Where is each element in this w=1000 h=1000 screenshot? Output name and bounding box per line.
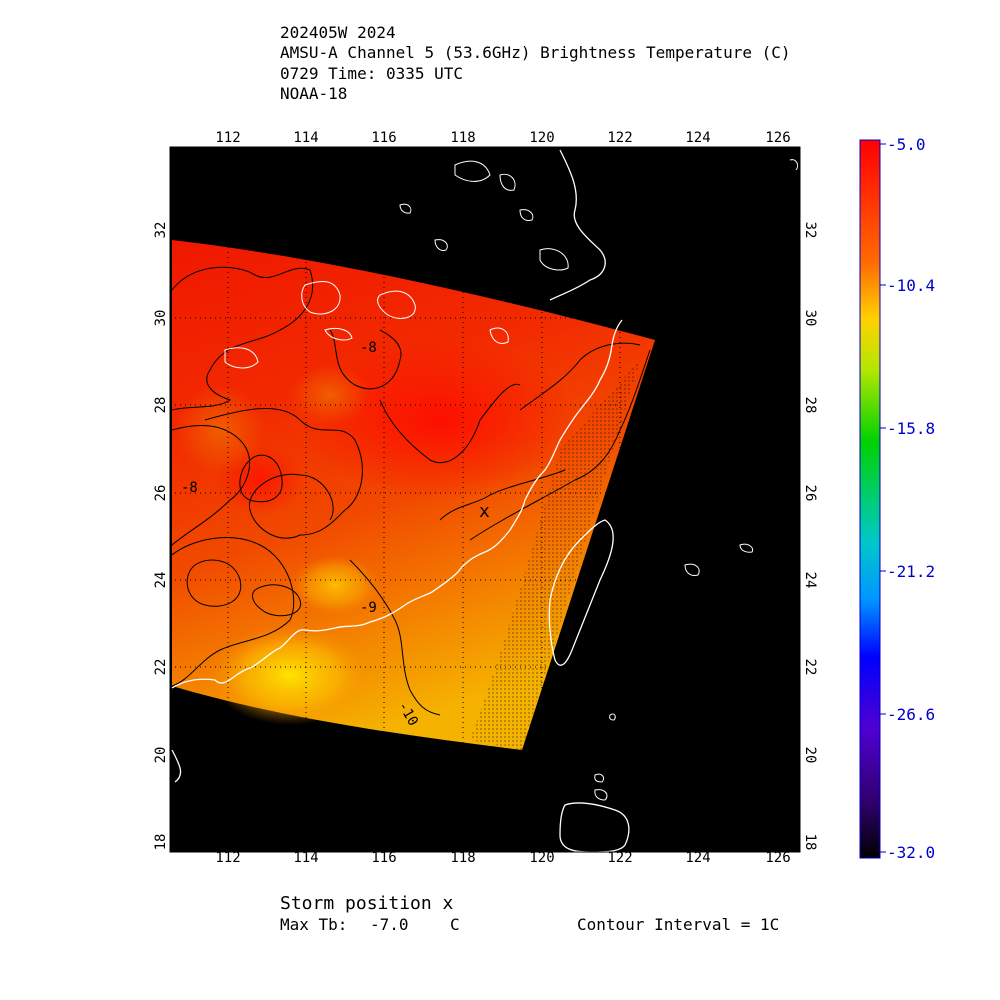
lat-tick-left: 30 xyxy=(153,310,169,327)
lon-tick-top: 112 xyxy=(215,130,240,146)
lon-tick-top: 124 xyxy=(685,130,710,146)
title-line-1: 202405W 2024 xyxy=(280,23,396,42)
longitude-labels: 112 114 116 118 120 122 124 126 112 114 … xyxy=(215,130,790,866)
lon-tick-bottom: 120 xyxy=(529,850,554,866)
contour-label: -9 xyxy=(360,600,377,616)
contour-interval: Contour Interval = 1C xyxy=(577,915,780,934)
lat-tick-right: 22 xyxy=(802,659,818,676)
contour-lines xyxy=(171,266,651,716)
lat-tick-right: 20 xyxy=(802,747,818,764)
lon-tick-top: 118 xyxy=(450,130,475,146)
colorbar-ticks xyxy=(880,143,886,853)
lat-tick-left: 32 xyxy=(153,222,169,239)
lon-tick-top: 126 xyxy=(765,130,790,146)
lon-tick-bottom: 124 xyxy=(685,850,710,866)
grid-lines xyxy=(170,147,800,852)
colorbar-label: -32.0 xyxy=(887,843,935,862)
lat-tick-right: 18 xyxy=(802,834,818,851)
map-frame xyxy=(169,146,801,853)
max-tb-value: -7.0 xyxy=(370,915,409,934)
lat-tick-left: 22 xyxy=(153,659,169,676)
lat-tick-left: 24 xyxy=(153,572,169,589)
lon-tick-bottom: 118 xyxy=(450,850,475,866)
title-line-3: 0729 Time: 0335 UTC xyxy=(280,64,464,83)
latitude-labels-left: 18 20 22 24 26 28 30 32 xyxy=(153,222,169,851)
title-line-2: AMSU-A Channel 5 (53.6GHz) Brightness Te… xyxy=(280,43,791,62)
lat-tick-left: 18 xyxy=(153,834,169,851)
colorbar xyxy=(859,139,881,859)
lon-tick-bottom: 114 xyxy=(293,850,318,866)
lon-tick-top: 122 xyxy=(607,130,632,146)
warm-anomaly xyxy=(210,625,370,725)
lon-tick-top: 114 xyxy=(293,130,318,146)
title-line-4: NOAA-18 xyxy=(280,84,348,103)
lat-tick-right: 26 xyxy=(802,485,818,502)
lakes-islands xyxy=(224,159,799,801)
lon-tick-top: 116 xyxy=(371,130,396,146)
colorbar-labels: -5.0 -10.4 -15.8 -21.2 -26.6 -32.0 xyxy=(887,135,935,862)
colorbar-label: -26.6 xyxy=(887,705,935,724)
lat-tick-right: 32 xyxy=(802,222,818,239)
lon-tick-bottom: 116 xyxy=(371,850,396,866)
contour-label: -8 xyxy=(360,340,377,356)
lon-tick-top: 120 xyxy=(529,130,554,146)
stipple-region xyxy=(470,360,640,750)
lat-tick-right: 24 xyxy=(802,572,818,589)
colorbar-label: -5.0 xyxy=(887,135,926,154)
colorbar-label: -15.8 xyxy=(887,419,935,438)
lon-tick-bottom: 126 xyxy=(765,850,790,866)
lat-tick-left: 20 xyxy=(153,747,169,764)
storm-position-marker: x xyxy=(479,501,490,522)
colorbar-label: -10.4 xyxy=(887,276,935,295)
colorbar-label: -21.2 xyxy=(887,562,935,581)
lat-tick-right: 28 xyxy=(802,397,818,414)
max-tb-label: Max Tb: xyxy=(280,915,348,934)
lon-tick-bottom: 112 xyxy=(215,850,240,866)
lat-tick-right: 30 xyxy=(802,310,818,327)
lat-tick-left: 28 xyxy=(153,397,169,414)
contour-label: -8 xyxy=(181,480,198,496)
storm-position-legend: Storm position x xyxy=(280,893,454,914)
coastline xyxy=(171,149,630,852)
max-tb-unit: C xyxy=(450,915,460,934)
lon-tick-bottom: 122 xyxy=(607,850,632,866)
latitude-labels-right: 18 20 22 24 26 28 30 32 xyxy=(802,222,818,851)
lat-tick-left: 26 xyxy=(153,485,169,502)
